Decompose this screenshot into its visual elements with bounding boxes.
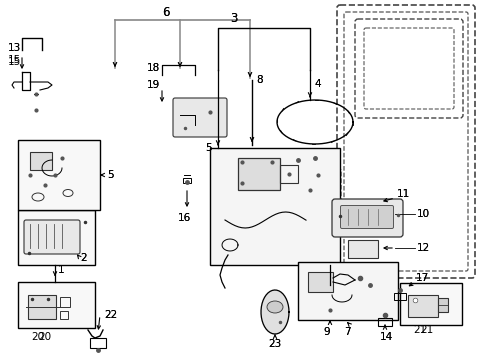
Text: 1: 1: [58, 265, 64, 275]
Text: 22: 22: [104, 310, 117, 320]
Text: 22: 22: [104, 310, 117, 320]
Text: 19: 19: [147, 80, 160, 90]
Text: 23: 23: [267, 339, 281, 349]
Polygon shape: [261, 290, 288, 334]
Text: 5: 5: [204, 143, 211, 153]
Text: 10: 10: [416, 209, 429, 219]
Bar: [280, 165, 297, 183]
Text: 17: 17: [415, 273, 428, 283]
Text: 5: 5: [107, 170, 113, 180]
Text: 3: 3: [229, 12, 237, 24]
Text: 13: 13: [8, 43, 21, 53]
Bar: [60, 311, 68, 319]
Text: 14: 14: [379, 332, 392, 342]
Text: 5: 5: [204, 143, 211, 153]
Bar: [393, 293, 405, 300]
Text: 9: 9: [323, 327, 329, 337]
Text: 2: 2: [80, 253, 86, 263]
Text: 20: 20: [38, 332, 51, 342]
Text: 10: 10: [416, 209, 429, 219]
FancyBboxPatch shape: [173, 98, 226, 137]
Bar: [407, 295, 437, 317]
Text: 4: 4: [313, 79, 320, 89]
Text: 17: 17: [415, 273, 428, 283]
Text: 4: 4: [313, 79, 320, 89]
Bar: [90, 338, 106, 348]
Ellipse shape: [266, 301, 283, 313]
Text: 1: 1: [58, 265, 64, 275]
Text: 23: 23: [267, 339, 281, 349]
Text: 6: 6: [162, 5, 169, 18]
Text: 7: 7: [343, 327, 350, 337]
FancyBboxPatch shape: [24, 220, 80, 254]
Bar: [297, 262, 397, 320]
Bar: [183, 178, 191, 183]
Bar: [399, 283, 461, 325]
Text: 11: 11: [396, 189, 409, 199]
Bar: [347, 240, 377, 258]
Text: 16: 16: [178, 213, 191, 223]
Bar: [307, 272, 332, 292]
Text: 11: 11: [396, 189, 409, 199]
Bar: [60, 297, 70, 307]
Bar: [30, 152, 52, 170]
Text: 5: 5: [107, 170, 113, 180]
Bar: [238, 158, 280, 190]
Text: 3: 3: [229, 12, 237, 24]
Text: 16: 16: [178, 213, 191, 223]
FancyBboxPatch shape: [340, 206, 393, 229]
Text: 8: 8: [256, 75, 262, 85]
Text: 14: 14: [379, 332, 392, 342]
Text: 7: 7: [343, 327, 350, 337]
FancyBboxPatch shape: [331, 199, 402, 237]
Text: 21: 21: [412, 325, 426, 335]
Text: 18: 18: [147, 63, 160, 73]
Bar: [28, 295, 56, 319]
Text: 18: 18: [147, 63, 160, 73]
Text: 12: 12: [416, 243, 429, 253]
Text: 9: 9: [323, 327, 329, 337]
Bar: [18, 140, 100, 210]
Text: 6: 6: [162, 5, 169, 18]
Text: 12: 12: [416, 243, 429, 253]
Text: 19: 19: [147, 80, 160, 90]
Text: 13: 13: [8, 43, 21, 53]
Text: 15: 15: [8, 57, 21, 67]
Bar: [209, 148, 339, 265]
Bar: [18, 282, 95, 328]
Text: 2: 2: [80, 253, 86, 263]
Bar: [18, 210, 95, 265]
Text: 8: 8: [256, 75, 262, 85]
Text: 20: 20: [31, 332, 44, 342]
Text: 21: 21: [419, 325, 432, 335]
Bar: [377, 318, 391, 326]
Text: 15: 15: [8, 55, 21, 65]
Bar: [437, 298, 447, 312]
